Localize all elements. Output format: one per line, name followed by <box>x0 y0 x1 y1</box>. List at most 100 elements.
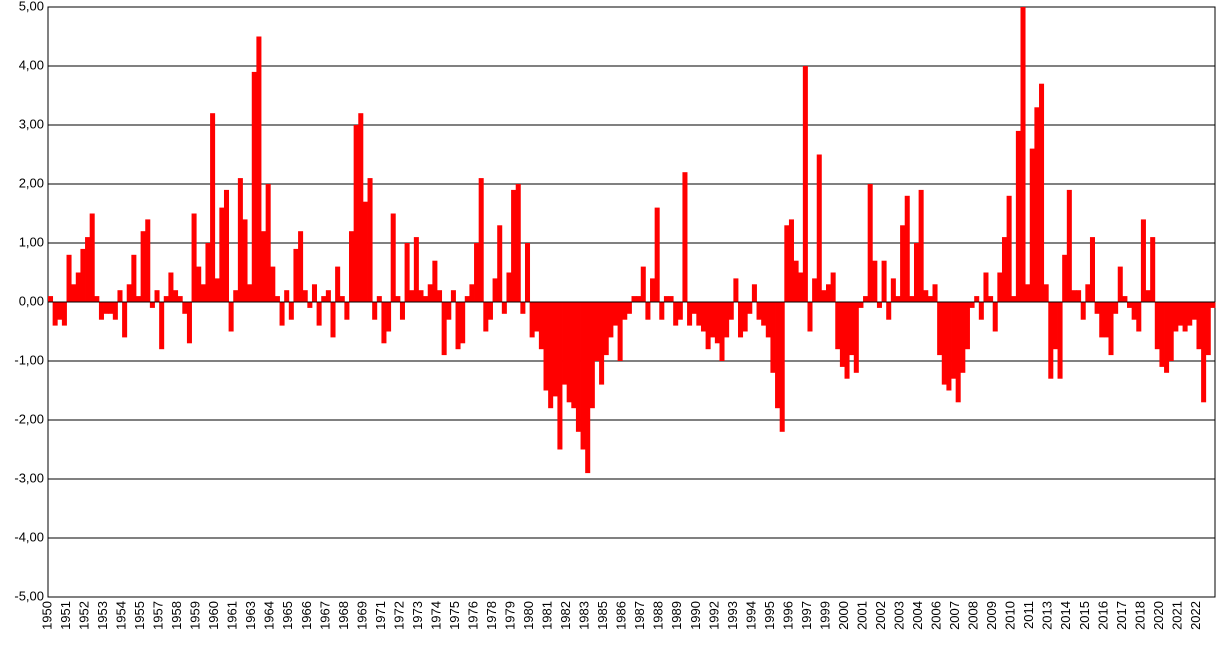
bar <box>687 302 693 326</box>
bar <box>1108 302 1114 356</box>
bar <box>654 207 660 302</box>
bar <box>71 284 77 302</box>
x-tick-label: 1958 <box>169 601 184 630</box>
bar <box>747 302 753 314</box>
bar <box>270 266 276 302</box>
bar <box>261 231 267 302</box>
bar <box>173 290 179 302</box>
x-tick-label: 1952 <box>76 601 91 630</box>
bar <box>293 248 299 302</box>
bar <box>1150 237 1156 302</box>
bar <box>659 302 665 320</box>
bar <box>325 290 331 302</box>
bar <box>464 296 470 302</box>
x-tick-label: 1953 <box>95 601 110 630</box>
bar <box>506 272 512 302</box>
bar <box>951 302 957 379</box>
bar <box>580 302 586 450</box>
x-tick-label: 2011 <box>1021 601 1036 629</box>
bar <box>682 172 688 302</box>
bar <box>594 302 600 361</box>
bar <box>937 302 943 356</box>
y-tick-label: 1,00 <box>19 234 44 249</box>
x-tick-label: 1989 <box>669 601 684 630</box>
x-tick-label: 1975 <box>447 601 462 630</box>
bar <box>668 296 674 302</box>
bar <box>1136 302 1142 332</box>
bar <box>1122 296 1128 302</box>
bar <box>126 284 132 302</box>
bar <box>446 302 452 320</box>
bar <box>48 296 54 302</box>
bar <box>691 302 697 314</box>
bar <box>640 266 646 302</box>
bar <box>376 296 382 302</box>
bar <box>66 254 72 302</box>
bar <box>807 302 813 332</box>
bar <box>177 296 183 302</box>
bar <box>163 296 169 302</box>
bar <box>520 302 526 314</box>
bar <box>608 302 614 338</box>
bar <box>1034 107 1040 302</box>
bar <box>650 278 656 302</box>
bar <box>964 302 970 350</box>
bar <box>960 302 966 373</box>
bar <box>983 272 989 302</box>
bar <box>788 219 794 302</box>
x-tick-label: 1965 <box>280 601 295 630</box>
bar <box>793 260 799 302</box>
bar <box>186 302 192 344</box>
bar <box>909 296 915 302</box>
bar <box>288 302 294 320</box>
x-tick-label: 2009 <box>984 601 999 630</box>
x-tick-label: 1971 <box>373 601 388 630</box>
bar <box>631 296 637 302</box>
x-tick-label: 2010 <box>1003 601 1018 630</box>
bar <box>992 302 998 332</box>
bar <box>251 71 257 303</box>
bar <box>168 272 174 302</box>
bar <box>399 302 405 320</box>
bar <box>228 302 234 332</box>
bar <box>131 254 137 302</box>
bar <box>353 125 359 302</box>
bar <box>381 302 387 344</box>
bar <box>585 302 591 474</box>
x-tick-label: 1951 <box>58 601 73 630</box>
bar <box>932 284 938 302</box>
bar <box>284 290 290 302</box>
bar <box>663 296 669 302</box>
bar <box>673 302 679 326</box>
bar <box>719 302 725 361</box>
bar <box>85 237 91 302</box>
bar <box>733 278 739 302</box>
bar <box>418 290 424 302</box>
bar <box>311 284 317 302</box>
bar <box>330 302 336 338</box>
bar <box>802 66 808 302</box>
bar <box>575 302 581 432</box>
bar <box>1085 284 1091 302</box>
y-tick-label: -2,00 <box>14 411 44 426</box>
bar <box>1006 195 1012 302</box>
bar <box>1154 302 1160 350</box>
bar <box>738 302 744 338</box>
bar <box>247 284 253 302</box>
bar <box>761 302 767 326</box>
x-tick-label: 1955 <box>132 601 147 630</box>
bar <box>571 302 577 409</box>
bar <box>372 302 378 320</box>
bar <box>256 36 262 302</box>
x-tick-label: 2008 <box>966 601 981 630</box>
bar <box>1025 284 1031 302</box>
x-tick-label: 2007 <box>947 601 962 630</box>
bar <box>710 302 716 338</box>
bar <box>612 302 619 326</box>
x-tick-label: 1988 <box>651 601 666 630</box>
bar <box>1196 302 1202 350</box>
bar <box>867 184 873 302</box>
bar <box>80 248 86 302</box>
bar <box>335 266 341 302</box>
bar <box>1011 296 1017 302</box>
